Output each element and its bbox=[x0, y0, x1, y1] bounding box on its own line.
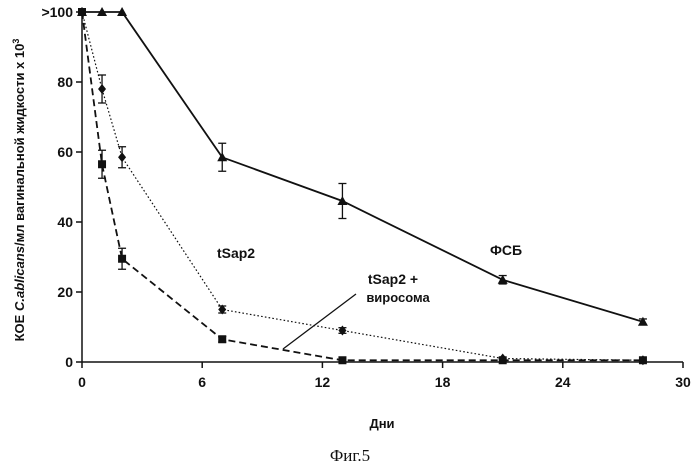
series-line bbox=[82, 12, 643, 360]
y-axis-title-suffix: /мл вагинальной жидкости x 10 bbox=[12, 44, 27, 246]
data-point-square bbox=[118, 255, 126, 263]
y-tick-label: 80 bbox=[57, 74, 73, 90]
x-tick-label: 30 bbox=[675, 374, 691, 390]
y-tick-label-top: >100 bbox=[41, 4, 73, 20]
series-square bbox=[78, 8, 647, 364]
data-point-diamond bbox=[118, 152, 126, 162]
x-tick-label: 18 bbox=[435, 374, 451, 390]
data-point-square bbox=[639, 356, 647, 364]
series-triangle bbox=[77, 7, 648, 326]
data-point-square bbox=[499, 356, 507, 364]
figure-caption: Фиг.5 bbox=[330, 446, 370, 465]
series-layer bbox=[77, 7, 648, 365]
label-tsap2: tSap2 bbox=[217, 245, 255, 261]
label-pointer-line bbox=[283, 294, 356, 349]
y-tick-label: 40 bbox=[57, 214, 73, 230]
x-tick-label: 0 bbox=[78, 374, 86, 390]
data-point-square bbox=[78, 8, 86, 16]
data-point-diamond bbox=[338, 326, 346, 336]
y-tick-label: 60 bbox=[57, 144, 73, 160]
label-tsap2-virosome-line1: tSap2 + bbox=[368, 271, 418, 287]
x-tick-label: 12 bbox=[315, 374, 331, 390]
x-tick-label: 6 bbox=[198, 374, 206, 390]
data-point-square bbox=[98, 160, 106, 168]
y-axis-title-exponent: 3 bbox=[11, 39, 21, 44]
y-axis-title-prefix: КОЕ bbox=[12, 311, 27, 341]
x-axis-title: Дни bbox=[369, 416, 394, 431]
label-fsb: ФСБ bbox=[490, 242, 522, 258]
data-point-square bbox=[338, 356, 346, 364]
data-point-square bbox=[218, 335, 226, 343]
axes: 0 6 12 18 24 30 0 20 40 60 80 >100 bbox=[41, 4, 691, 390]
series-line bbox=[82, 12, 643, 360]
y-axis-title: КОЕ C.ablicans/мл вагинальной жидкости x… bbox=[11, 39, 27, 342]
series-diamond bbox=[78, 7, 647, 365]
y-tick-label: 0 bbox=[65, 354, 73, 370]
y-axis-title-organism: C.ablicans bbox=[12, 246, 27, 311]
y-tick-label: 20 bbox=[57, 284, 73, 300]
data-point-diamond bbox=[98, 84, 106, 94]
x-tick-label: 24 bbox=[555, 374, 571, 390]
annotations: ФСБ tSap2 tSap2 + виросома bbox=[217, 242, 522, 349]
series-line bbox=[82, 12, 643, 322]
label-tsap2-virosome-line2: виросома bbox=[366, 290, 430, 305]
